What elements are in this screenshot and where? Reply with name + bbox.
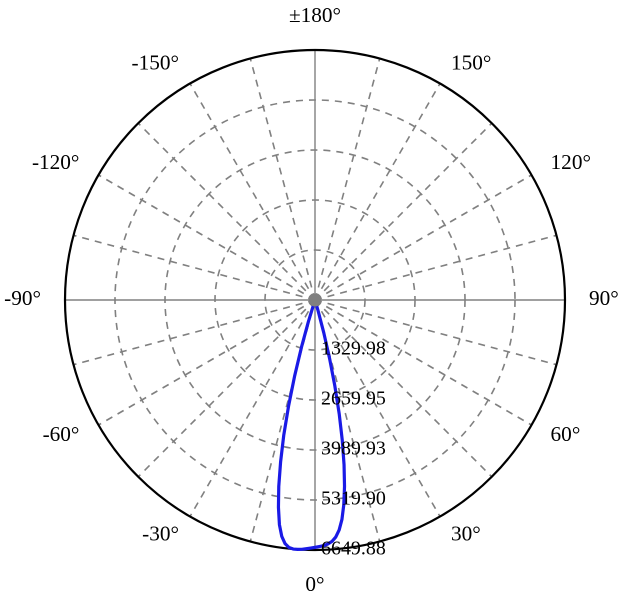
center-dot xyxy=(309,294,322,307)
angle-label: 90° xyxy=(589,286,619,310)
angle-label: -120° xyxy=(32,150,79,174)
grid-spoke xyxy=(315,123,492,300)
radius-label: 5319.90 xyxy=(321,488,386,510)
polar-chart: ±180° -150° 150° -120° 120° -90° 90° -60° 60° -30… xyxy=(0,0,630,605)
angle-label: -30° xyxy=(142,521,179,545)
angle-label: 30° xyxy=(451,521,481,545)
radius-label: 3989.93 xyxy=(321,438,386,460)
grid-spoke xyxy=(74,300,315,365)
grid-spoke xyxy=(315,235,556,300)
data-series xyxy=(278,294,344,550)
angle-label: 120° xyxy=(551,150,591,174)
angle-label: -90° xyxy=(4,286,41,310)
grid-spoke xyxy=(98,175,315,300)
grid-spoke xyxy=(190,83,315,300)
grid-spoke xyxy=(98,300,315,425)
angle-label: ±180° xyxy=(289,3,341,27)
angle-label: -60° xyxy=(43,422,80,446)
grid-spoke xyxy=(315,59,380,300)
radius-label: 6649.88 xyxy=(321,538,386,560)
grid-spoke xyxy=(190,300,315,517)
angle-label: -150° xyxy=(132,50,179,74)
angle-label: 60° xyxy=(551,422,581,446)
grid-spoke xyxy=(74,235,315,300)
grid-spoke xyxy=(250,59,315,300)
radius-label: 1329.98 xyxy=(321,338,386,360)
grid-spoke xyxy=(315,175,532,300)
grid-spoke xyxy=(315,83,440,300)
grid-spoke xyxy=(138,123,315,300)
angle-label: 0° xyxy=(305,572,324,596)
angle-label: 150° xyxy=(451,50,491,74)
radius-label: 2659.95 xyxy=(321,388,386,410)
grid-spoke xyxy=(138,300,315,477)
